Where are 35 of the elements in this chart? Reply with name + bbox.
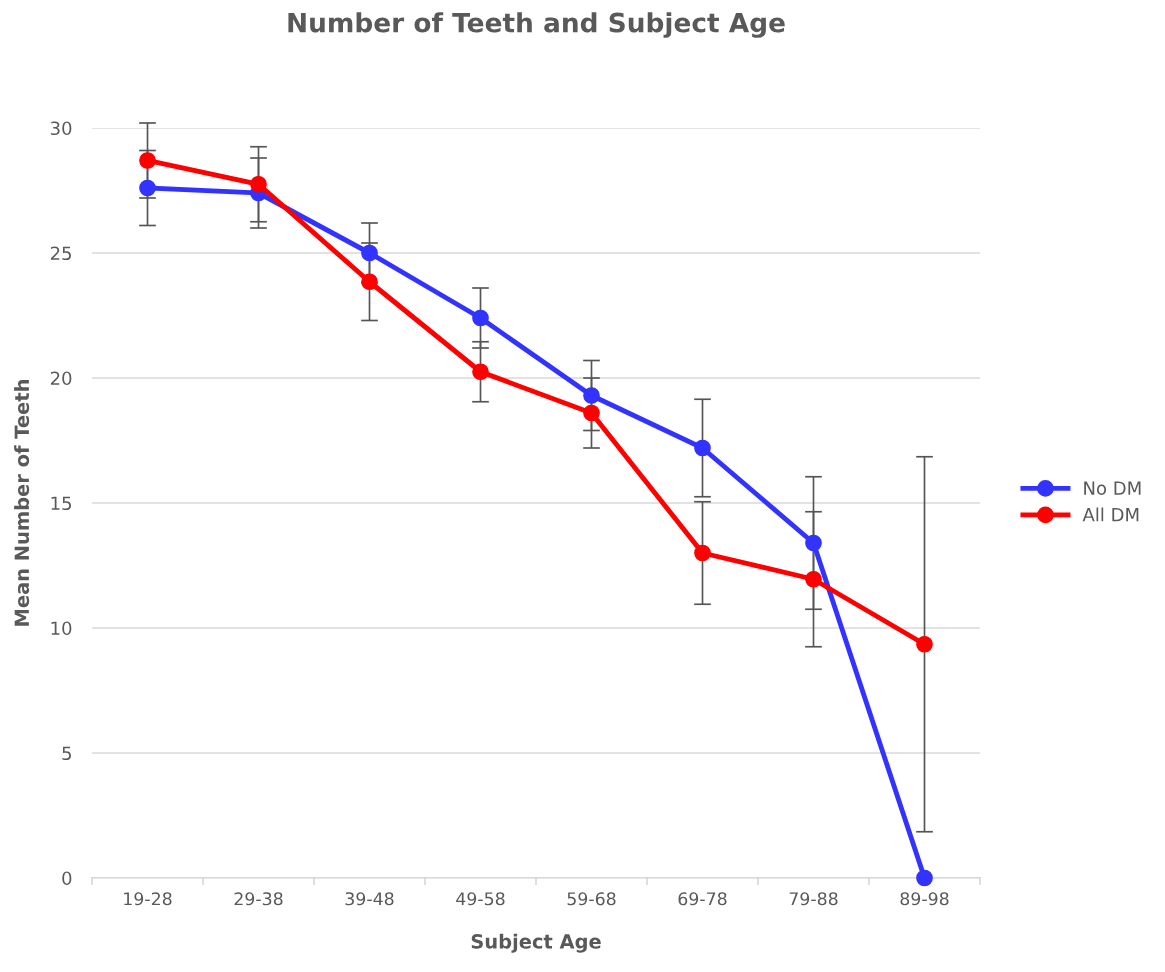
x-tick-label: 39-48: [345, 892, 394, 906]
x-tick-label: 49-58: [456, 892, 505, 906]
point: [139, 152, 156, 169]
x-tick-label: 89-98: [900, 892, 949, 906]
point: [694, 439, 711, 457]
point: [805, 534, 822, 552]
point: [361, 244, 378, 262]
point: [805, 570, 822, 588]
y-tick-label: 5: [62, 746, 71, 761]
y-tick-label: 25: [50, 246, 71, 261]
y-tick-label: 10: [51, 621, 72, 636]
point: [916, 635, 933, 653]
legend-label: All DM: [1082, 507, 1139, 522]
x-tick-label: 69-78: [678, 892, 727, 906]
point: [361, 273, 378, 291]
point: [583, 404, 600, 422]
point: [472, 309, 489, 327]
y-tick-label: 30: [50, 121, 72, 136]
legend-label: No DM: [1084, 481, 1141, 495]
y-tick-label: 15: [51, 496, 71, 511]
y-tick-label: 20: [50, 371, 72, 386]
y-tick-label: 0: [62, 871, 72, 886]
chart-title: Number of Teeth and Subject Age: [288, 12, 785, 38]
x-tick-label: 29-38: [234, 892, 283, 906]
x-tick-label: 79-88: [789, 892, 838, 906]
x-axis-title: Subject Age: [471, 933, 601, 953]
y-axis-title: Mean Number of Teeth: [14, 380, 30, 626]
point: [694, 544, 711, 562]
point: [916, 869, 933, 887]
point: [583, 387, 600, 404]
point: [472, 363, 489, 381]
point: [139, 179, 156, 197]
x-tick-label: 19-28: [124, 892, 172, 906]
point: [250, 175, 267, 193]
x-tick-label: 59-68: [567, 892, 616, 906]
